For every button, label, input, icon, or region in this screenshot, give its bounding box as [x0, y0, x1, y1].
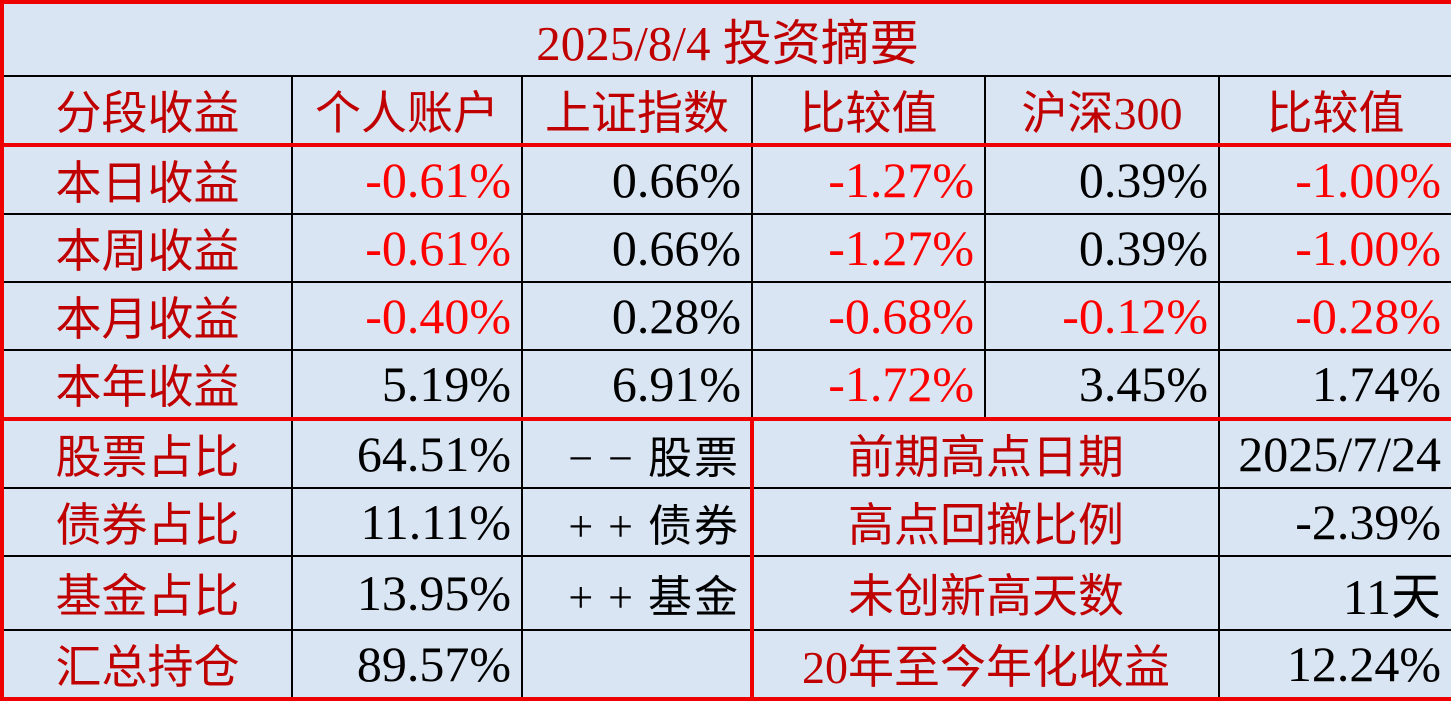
col-header-personal-account: 个人账户	[291, 75, 523, 147]
cell-drawdown-value: -2.39%	[1217, 487, 1451, 557]
title-row: 2025/8/4 投资摘要	[0, 1, 1451, 77]
cell-bond-flag: + + 债券	[521, 487, 754, 557]
cell-empty	[521, 629, 754, 700]
cell-yearly-personal: 5.19%	[291, 349, 523, 421]
cell-weekly-compare-sse: -1.27%	[751, 213, 986, 283]
row-label-total-position: 汇总持仓	[1, 629, 293, 700]
row-label-yearly-return: 本年收益	[1, 349, 293, 421]
cell-daily-compare-hs300: -1.00%	[1217, 144, 1451, 215]
row-label-drawdown: 高点回撤比例	[751, 487, 1220, 557]
cell-peak-date-value: 2025/7/24	[1217, 418, 1451, 489]
cell-stock-allocation-value: 64.51%	[291, 418, 523, 489]
cell-days-without-new-high-value: 11天	[1217, 555, 1451, 631]
table-row-total-position: 汇总持仓 89.57% 20年至今年化收益 12.24%	[1, 629, 1451, 700]
cell-monthly-personal: -0.40%	[291, 281, 523, 351]
col-header-sse-index: 上证指数	[521, 75, 753, 147]
cell-weekly-personal: -0.61%	[291, 213, 523, 283]
row-label-peak-date: 前期高点日期	[751, 418, 1220, 489]
cell-daily-sse: 0.66%	[521, 144, 753, 215]
cell-daily-compare-sse: -1.27%	[751, 144, 986, 215]
cell-total-position-value: 89.57%	[291, 629, 523, 700]
cell-stock-flag: − − 股票	[521, 418, 754, 489]
header-row: 分段收益 个人账户 上证指数 比较值 沪深300 比较值	[1, 75, 1451, 147]
row-label-bond-allocation: 债券占比	[1, 487, 293, 557]
cell-yearly-compare-sse: -1.72%	[751, 349, 986, 421]
col-header-hs300: 沪深300	[984, 75, 1220, 147]
table-row-yearly: 本年收益 5.19% 6.91% -1.72% 3.45% 1.74%	[1, 349, 1451, 421]
table-row-fund-allocation: 基金占比 13.95% + + 基金 未创新高天数 11天	[1, 555, 1451, 631]
cell-monthly-compare-hs300: -0.28%	[1217, 281, 1451, 351]
row-label-weekly-return: 本周收益	[1, 213, 293, 283]
cell-bond-allocation-value: 11.11%	[291, 487, 523, 557]
row-label-monthly-return: 本月收益	[1, 281, 293, 351]
cell-weekly-hs300: 0.39%	[984, 213, 1220, 283]
cell-weekly-sse: 0.66%	[521, 213, 753, 283]
table-row-stock-allocation: 股票占比 64.51% − − 股票 前期高点日期 2025/7/24	[1, 418, 1451, 489]
row-label-daily-return: 本日收益	[1, 144, 293, 215]
cell-daily-hs300: 0.39%	[984, 144, 1220, 215]
table-title: 2025/8/4 投资摘要	[0, 1, 1451, 77]
cell-fund-allocation-value: 13.95%	[291, 555, 523, 631]
cell-yearly-sse: 6.91%	[521, 349, 753, 421]
col-header-compare-sse: 比较值	[751, 75, 986, 147]
cell-daily-personal: -0.61%	[291, 144, 523, 215]
table-row-monthly: 本月收益 -0.40% 0.28% -0.68% -0.12% -0.28%	[1, 281, 1451, 351]
cell-weekly-compare-hs300: -1.00%	[1217, 213, 1451, 283]
table-row-daily: 本日收益 -0.61% 0.66% -1.27% 0.39% -1.00%	[1, 144, 1451, 215]
col-header-segment-return: 分段收益	[1, 75, 293, 147]
cell-annualized-return-value: 12.24%	[1217, 629, 1451, 700]
row-label-annualized-return: 20年至今年化收益	[751, 629, 1220, 700]
row-label-days-without-new-high: 未创新高天数	[751, 555, 1220, 631]
col-header-compare-hs300: 比较值	[1217, 75, 1451, 147]
row-label-stock-allocation: 股票占比	[1, 418, 293, 489]
cell-monthly-sse: 0.28%	[521, 281, 753, 351]
cell-monthly-compare-sse: -0.68%	[751, 281, 986, 351]
cell-yearly-hs300: 3.45%	[984, 349, 1220, 421]
table-row-bond-allocation: 债券占比 11.11% + + 债券 高点回撤比例 -2.39%	[1, 487, 1451, 557]
cell-yearly-compare-hs300: 1.74%	[1217, 349, 1451, 421]
cell-fund-flag: + + 基金	[521, 555, 754, 631]
cell-monthly-hs300: -0.12%	[984, 281, 1220, 351]
row-label-fund-allocation: 基金占比	[1, 555, 293, 631]
table-row-weekly: 本周收益 -0.61% 0.66% -1.27% 0.39% -1.00%	[1, 213, 1451, 283]
